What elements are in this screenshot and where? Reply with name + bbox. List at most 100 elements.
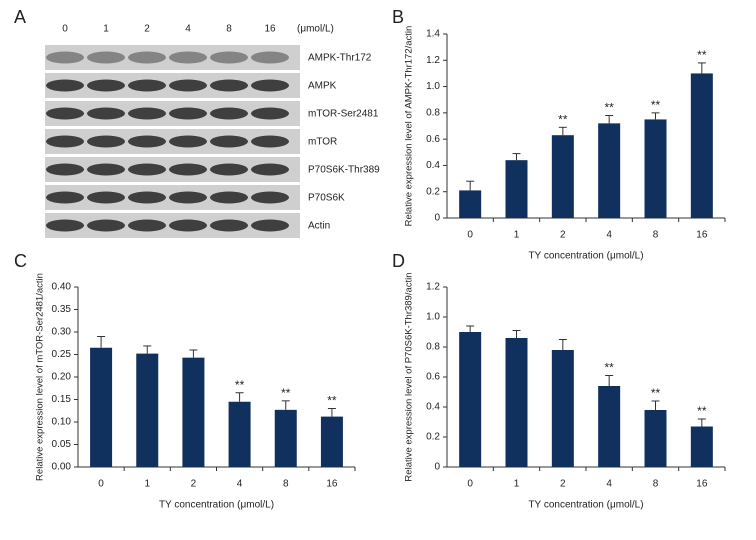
y-tick-label: 0.2 [426, 432, 440, 443]
y-tick-label: 1.0 [426, 81, 440, 92]
significance: ** [235, 378, 245, 392]
lane-label: 4 [185, 24, 191, 35]
blot-band [46, 191, 84, 204]
blot-band [46, 163, 84, 176]
row-label: Actin [308, 221, 330, 232]
y-tick-label: 0.15 [52, 394, 72, 405]
x-tick-label: 8 [653, 230, 659, 241]
y-tick-label: 0.8 [426, 107, 440, 118]
blot-band [169, 163, 207, 176]
x-tick-label: 0 [467, 230, 473, 241]
blot-band [87, 219, 125, 232]
blot-band [251, 163, 289, 176]
bar [228, 401, 251, 467]
blot-band [87, 79, 125, 92]
blot-band [210, 163, 248, 176]
y-axis-label: Relative expression level of AMPK-Thr172… [404, 26, 415, 227]
bar [274, 409, 297, 467]
row-label: P70S6K-Thr389 [308, 165, 380, 176]
y-tick-label: 0.20 [52, 372, 72, 383]
blot-band [251, 79, 289, 92]
y-tick-label: 0 [434, 462, 440, 473]
significance: ** [697, 48, 707, 62]
x-tick-label: 1 [144, 479, 150, 490]
blot-band [210, 191, 248, 204]
y-axis-label: Relative expression level of mTOR-Ser248… [35, 273, 46, 481]
blot-band [87, 191, 125, 204]
bar [505, 338, 528, 467]
row-label: mTOR-Ser2481 [308, 109, 379, 120]
blot-band [251, 135, 289, 148]
y-tick-label: 0.35 [52, 304, 72, 315]
blot-band [46, 51, 84, 64]
lane-label: 0 [62, 24, 68, 35]
y-axis-label: Relative expression level of P70S6K-Thr3… [404, 272, 415, 481]
lane-label: 1 [103, 24, 109, 35]
panel-label: A [14, 7, 26, 27]
blot-band [87, 107, 125, 120]
unit-label: (μmol/L) [297, 24, 334, 35]
x-tick-label: 2 [560, 230, 566, 241]
x-tick-label: 0 [467, 479, 473, 490]
row-label: P70S6K [308, 193, 345, 204]
y-tick-label: 0.25 [52, 349, 72, 360]
bar [182, 357, 205, 467]
blot-band [210, 51, 248, 64]
blot-band [169, 219, 207, 232]
y-tick-label: 0.6 [426, 372, 440, 383]
blot-band [87, 135, 125, 148]
bar [459, 332, 482, 467]
y-tick-label: 1.2 [426, 282, 440, 293]
blot-band [46, 107, 84, 120]
x-tick-label: 1 [514, 230, 520, 241]
x-tick-label: 4 [606, 230, 612, 241]
row-label: AMPK [308, 81, 337, 92]
bar [690, 73, 713, 218]
bar [90, 347, 113, 467]
significance: ** [604, 361, 614, 375]
blot-band [46, 79, 84, 92]
lane-label: 8 [226, 24, 232, 35]
blot-band [251, 51, 289, 64]
blot-band [169, 107, 207, 120]
lane-label: 16 [264, 24, 276, 35]
blot-band [169, 79, 207, 92]
bar [598, 123, 621, 218]
y-tick-label: 0 [434, 213, 440, 224]
blot-band [169, 135, 207, 148]
significance: ** [651, 98, 661, 112]
row-label: AMPK-Thr172 [308, 53, 372, 64]
significance: ** [327, 394, 337, 408]
x-tick-label: 8 [653, 479, 659, 490]
blot-band [128, 219, 166, 232]
x-tick-label: 8 [283, 479, 289, 490]
blot-band [251, 219, 289, 232]
significance: ** [558, 112, 568, 126]
blot-band [87, 51, 125, 64]
blot-band [87, 163, 125, 176]
bar [644, 119, 667, 218]
blot-band [128, 163, 166, 176]
blot-band [251, 107, 289, 120]
x-tick-label: 2 [191, 479, 197, 490]
x-tick-label: 16 [326, 479, 338, 490]
x-tick-label: 0 [98, 479, 104, 490]
blot-band [128, 79, 166, 92]
blot-band [169, 51, 207, 64]
blot-band [128, 191, 166, 204]
blot-band [128, 135, 166, 148]
x-axis-label: TY concentration (μmol/L) [159, 500, 274, 511]
x-tick-label: 4 [237, 479, 243, 490]
bar [320, 416, 343, 467]
x-tick-label: 2 [560, 479, 566, 490]
blot-band [46, 219, 84, 232]
y-tick-label: 0.8 [426, 342, 440, 353]
x-axis-label: TY concentration (μmol/L) [528, 500, 643, 511]
y-tick-label: 0.05 [52, 439, 72, 450]
y-tick-label: 0.2 [426, 186, 440, 197]
bar [459, 190, 482, 218]
bar [598, 386, 621, 467]
x-tick-label: 1 [514, 479, 520, 490]
y-tick-label: 0.30 [52, 327, 72, 338]
